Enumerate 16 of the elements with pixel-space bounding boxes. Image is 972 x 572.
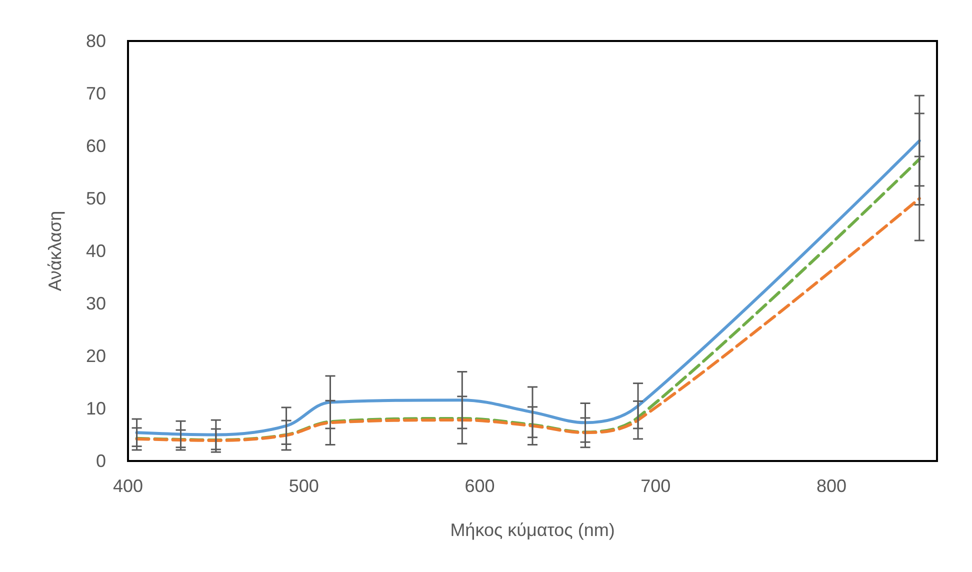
x-tick-label: 600 — [464, 476, 495, 496]
x-tick-label: 500 — [288, 476, 319, 496]
y-tick-label: 20 — [86, 346, 106, 366]
x-axis-title: Μήκος κύματος (nm) — [450, 520, 615, 540]
y-tick-label: 40 — [86, 241, 106, 261]
x-tick-label: 800 — [816, 476, 846, 496]
x-tick-label: 400 — [112, 476, 144, 496]
y-tick-label: 10 — [86, 398, 106, 418]
y-tick-label: 60 — [86, 136, 106, 156]
y-tick-label: 70 — [86, 84, 106, 104]
y-tick-label: 50 — [86, 188, 106, 208]
y-tick-label: 0 — [96, 451, 106, 471]
y-axis-title: Ανάκλαση — [45, 210, 65, 292]
y-tick-label: 80 — [86, 31, 106, 51]
y-tick-label: 30 — [86, 294, 106, 314]
x-tick-label: 700 — [640, 476, 671, 496]
